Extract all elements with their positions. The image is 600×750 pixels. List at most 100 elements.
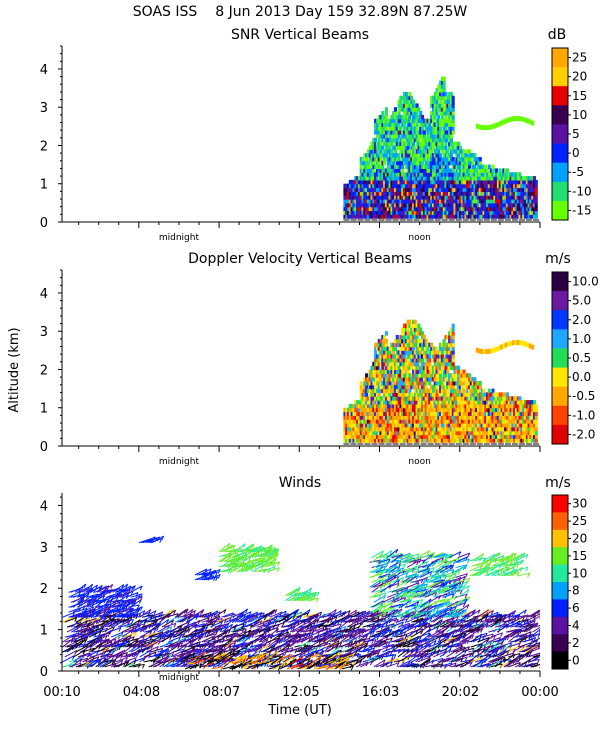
heat-cell xyxy=(408,199,412,204)
heat-cell xyxy=(433,396,437,401)
heat-cell xyxy=(431,126,435,131)
heat-cell xyxy=(428,419,432,424)
heat-cell xyxy=(448,176,452,181)
heat-cell xyxy=(403,377,406,382)
heat-cell xyxy=(372,411,376,416)
heat-cell xyxy=(437,168,441,173)
heat-cell xyxy=(482,172,486,177)
heat-cell xyxy=(359,400,363,405)
heat-cell xyxy=(365,164,369,169)
heat-cell xyxy=(496,210,500,215)
heat-cell xyxy=(442,392,446,397)
heat-cell xyxy=(388,206,392,212)
heat-cell xyxy=(455,369,459,374)
heat-cell xyxy=(403,202,406,208)
heat-cell xyxy=(446,426,450,432)
heat-cell xyxy=(502,195,506,200)
heat-cell xyxy=(394,187,397,192)
heat-cell xyxy=(464,411,468,416)
heat-cell xyxy=(417,206,421,212)
heat-cell xyxy=(462,403,466,409)
heat-cell xyxy=(487,400,491,405)
heat-cell xyxy=(480,168,484,173)
heat-cell xyxy=(419,176,423,181)
heat-cell xyxy=(475,415,479,420)
heat-cell xyxy=(453,164,457,169)
heat-cell xyxy=(534,426,538,432)
heat-cell xyxy=(493,430,497,436)
heat-cell xyxy=(356,176,360,181)
heat-cell xyxy=(379,342,383,348)
heat-cell xyxy=(392,168,396,173)
heat-cell xyxy=(534,191,538,196)
wind-barb-flag xyxy=(164,649,168,655)
heat-cell xyxy=(399,179,403,185)
heat-cell xyxy=(421,346,425,351)
heat-cell xyxy=(401,118,405,124)
heat-cell xyxy=(348,419,352,424)
wind-barb-flag xyxy=(148,609,152,614)
heat-cell xyxy=(430,396,434,401)
heat-cell xyxy=(498,419,502,424)
heat-cell xyxy=(372,202,376,208)
heat-cell xyxy=(384,407,388,413)
heat-cell xyxy=(365,373,369,378)
heat-cell xyxy=(509,403,513,409)
heat-cell xyxy=(419,179,423,185)
heat-cell xyxy=(430,210,434,215)
wind-barb xyxy=(75,638,87,648)
colorbar-swatch xyxy=(552,124,568,144)
heat-cell xyxy=(356,400,360,405)
heat-cell xyxy=(446,381,450,386)
heat-cell xyxy=(408,160,412,166)
heat-cell xyxy=(482,214,486,219)
heat-cell xyxy=(374,434,378,439)
heat-cell xyxy=(442,415,446,420)
wind-barb xyxy=(106,618,119,623)
heat-cell xyxy=(408,137,412,143)
heat-cell xyxy=(437,403,441,409)
heat-cell xyxy=(415,365,419,371)
heat-cell xyxy=(449,384,453,390)
heat-cell xyxy=(469,168,473,173)
heat-cell xyxy=(397,396,401,401)
heat-cell xyxy=(428,400,432,405)
heat-cell xyxy=(421,168,425,173)
heat-cell xyxy=(422,342,426,348)
heat-cell xyxy=(343,434,347,439)
heat-cell xyxy=(412,438,415,443)
heat-cell xyxy=(460,381,464,386)
heat-cell xyxy=(421,438,425,443)
heat-cell xyxy=(403,342,406,348)
heat-cell xyxy=(384,430,388,436)
heat-cell xyxy=(366,172,370,177)
heat-cell xyxy=(529,214,533,219)
heat-cell xyxy=(403,149,406,154)
heat-cell xyxy=(525,400,529,405)
heat-cell xyxy=(491,430,495,436)
heat-cell xyxy=(527,434,531,439)
heat-cell xyxy=(374,118,378,124)
heat-cell xyxy=(428,164,432,169)
heat-cell xyxy=(439,168,443,173)
heat-cell xyxy=(403,95,406,101)
wind-barb xyxy=(128,648,141,658)
heat-cell xyxy=(469,392,473,397)
heat-cell xyxy=(522,179,526,185)
heat-cell xyxy=(415,411,419,416)
heat-cell xyxy=(453,172,457,177)
heat-cell xyxy=(390,415,394,420)
heat-cell xyxy=(379,118,383,124)
heat-cell xyxy=(422,361,426,367)
heat-cell xyxy=(365,195,369,200)
wind-barb xyxy=(115,652,128,658)
heat-cell xyxy=(449,141,453,147)
heat-cell xyxy=(480,125,484,130)
heat-cell xyxy=(412,172,415,177)
heat-cell xyxy=(365,153,369,158)
heat-cell xyxy=(464,438,468,443)
heat-cell xyxy=(469,214,473,219)
heat-cell xyxy=(469,396,473,401)
heat-cell xyxy=(395,187,399,192)
heat-cell xyxy=(352,419,356,424)
